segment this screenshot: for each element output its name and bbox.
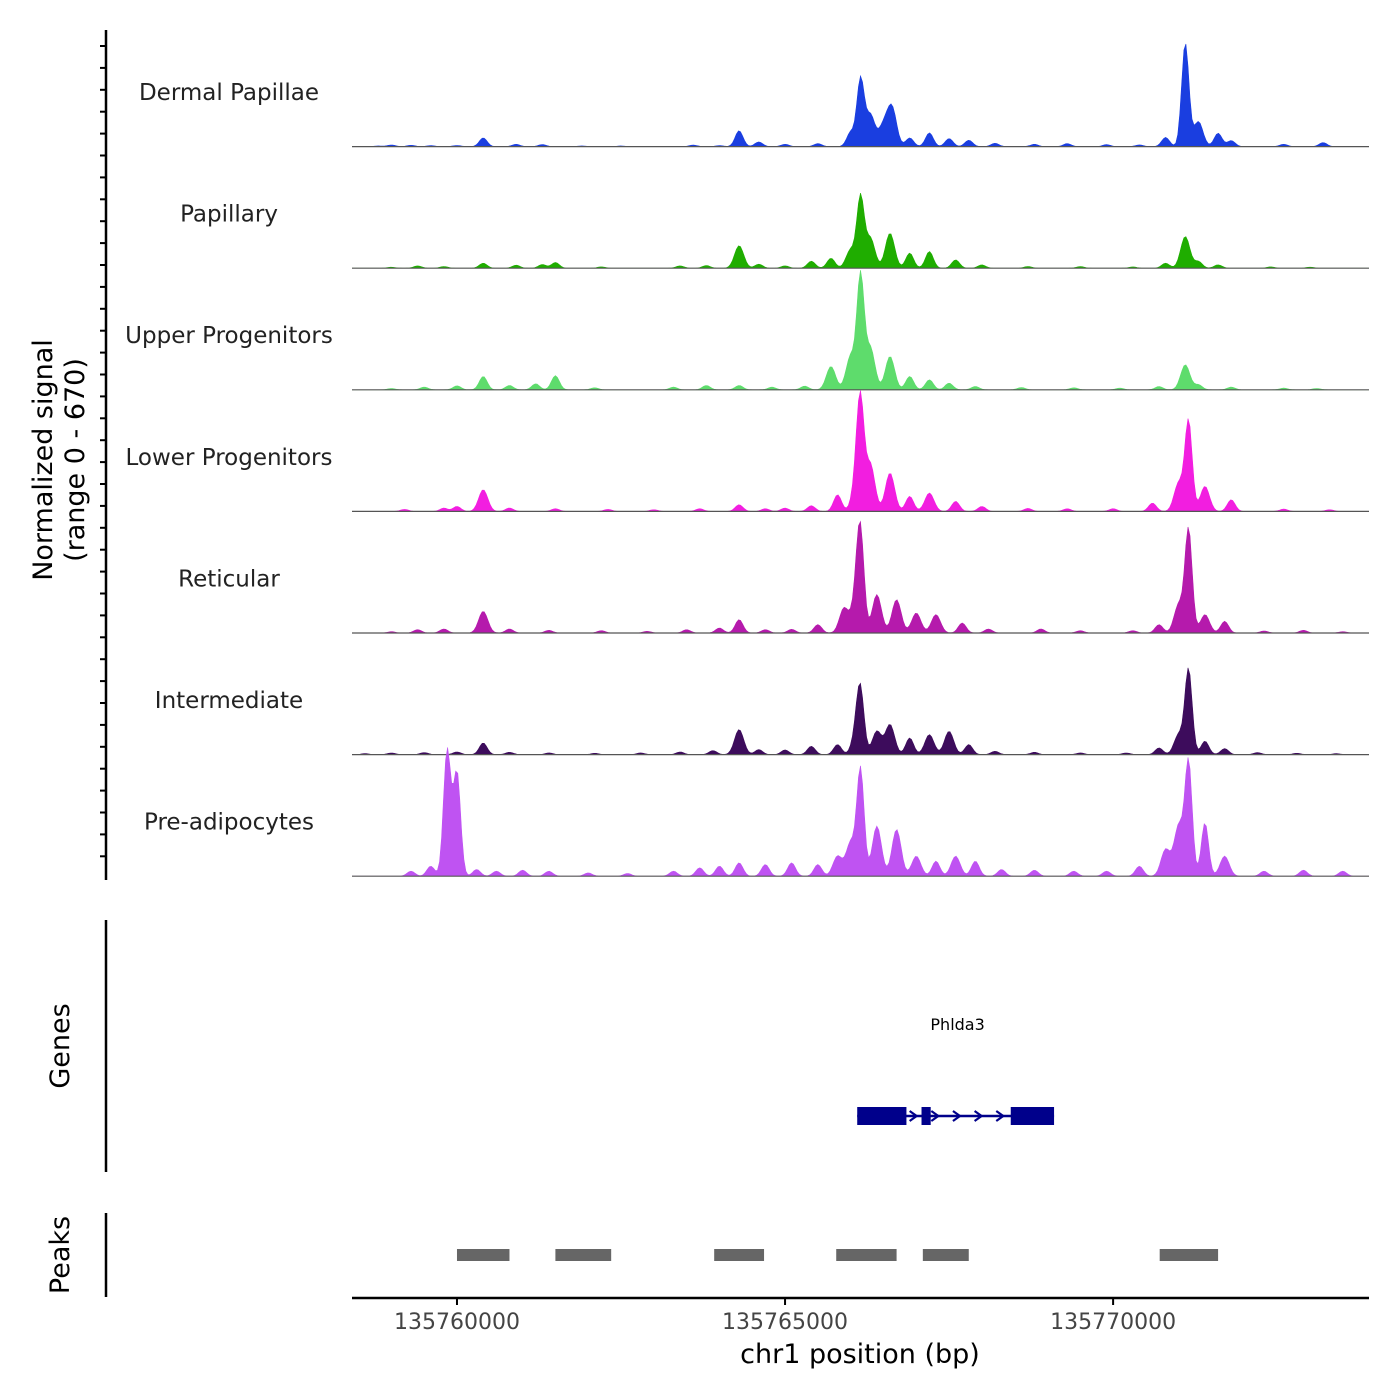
track-label: Papillary — [180, 202, 278, 228]
gene-track: Phlda3 — [857, 1015, 1055, 1125]
signal-area — [352, 193, 1369, 269]
left-axes — [100, 30, 108, 1297]
track-label: Upper Progenitors — [125, 323, 333, 349]
signal-area — [352, 43, 1369, 147]
strand-arrow — [887, 1110, 897, 1122]
peak-bar — [555, 1249, 612, 1261]
x-tick-label: 135765000 — [722, 1310, 848, 1335]
strand-arrow — [952, 1110, 962, 1122]
track-label: Reticular — [178, 566, 280, 592]
signal-axis-subtitle: (range 0 - 670) — [60, 358, 91, 562]
strand-arrow — [1017, 1110, 1027, 1122]
signal-area — [352, 667, 1369, 755]
x-tick-label: 135770000 — [1050, 1310, 1176, 1335]
signal-area — [352, 270, 1369, 391]
track-label: Dermal Papillae — [139, 80, 319, 106]
x-axis-title: chr1 position (bp) — [740, 1339, 980, 1370]
genes-axis-title: Genes — [45, 1003, 76, 1088]
signal-area — [352, 390, 1369, 512]
strand-arrow — [909, 1110, 919, 1122]
peak-track — [456, 1249, 1219, 1261]
signal-area — [352, 520, 1369, 634]
strand-arrow — [973, 1110, 984, 1122]
x-tick-label: 135760000 — [394, 1310, 520, 1335]
track-label: Intermediate — [155, 688, 303, 714]
strand-arrow — [995, 1110, 1006, 1122]
gene-label: Phlda3 — [930, 1015, 984, 1034]
strand-arrow — [865, 1110, 876, 1122]
peaks-axis-title: Peaks — [45, 1216, 76, 1294]
gene-exon — [1010, 1107, 1055, 1125]
strand-arrow — [930, 1110, 941, 1122]
gene-exon — [857, 1107, 907, 1125]
track-label: Pre-adipocytes — [144, 810, 314, 836]
peak-bar — [456, 1249, 510, 1261]
peak-bar — [922, 1249, 969, 1261]
gene-exon — [921, 1107, 931, 1125]
peak-bar — [1159, 1249, 1219, 1261]
signal-axis-title: Normalized signal — [28, 339, 59, 581]
track-label: Lower Progenitors — [126, 445, 333, 471]
signal-area — [352, 747, 1369, 877]
signal-tracks: Dermal Papillae Papillary Upper Progenitor… — [125, 43, 1369, 877]
peak-bar — [836, 1249, 897, 1261]
peak-bar — [714, 1249, 765, 1261]
x-axis: 135760000 135765000 135770000 — [352, 1296, 1369, 1335]
strand-arrow — [1038, 1110, 1049, 1122]
